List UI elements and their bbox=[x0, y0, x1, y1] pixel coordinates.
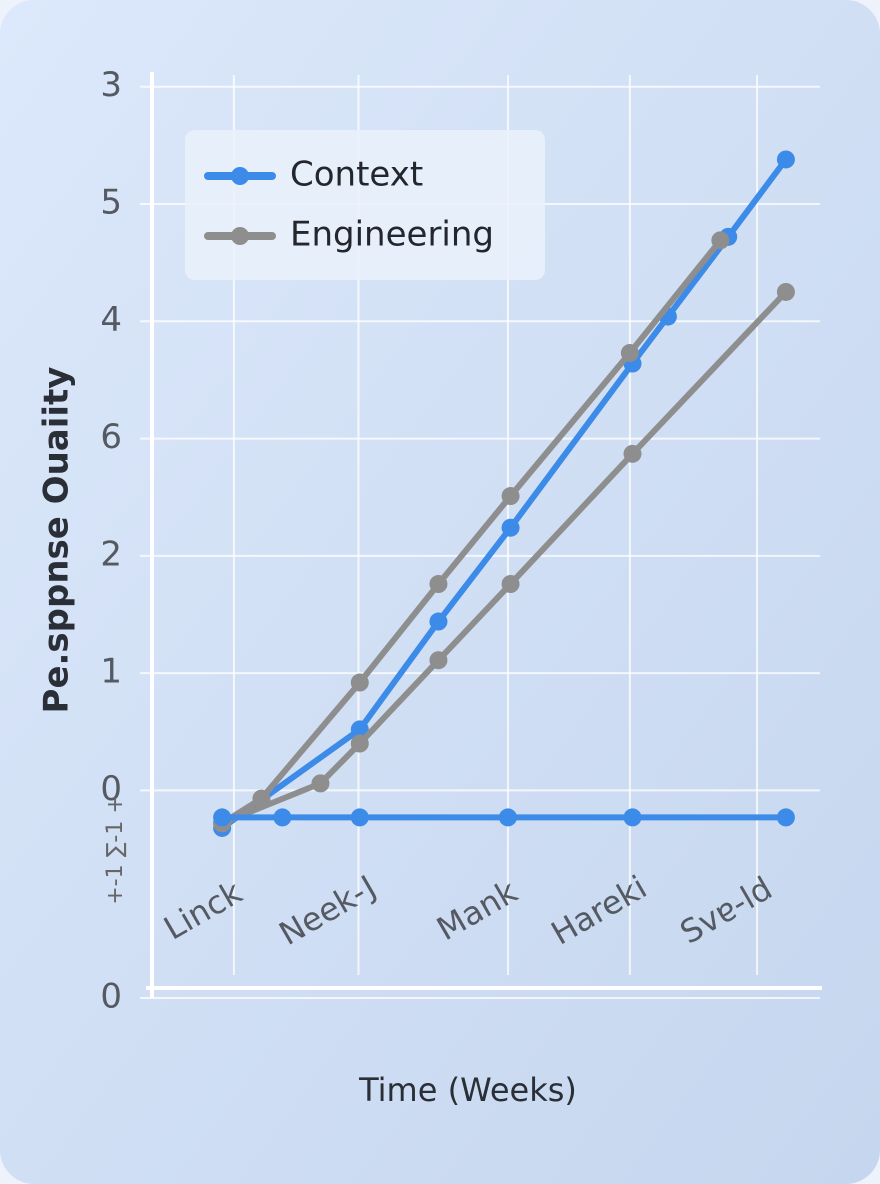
point bbox=[350, 808, 369, 827]
point bbox=[501, 518, 520, 537]
legend-marker bbox=[231, 227, 249, 245]
y-tick-label: 3 bbox=[100, 65, 122, 105]
point bbox=[501, 487, 520, 506]
point bbox=[311, 774, 330, 793]
y-tick-label: 5 bbox=[100, 183, 122, 223]
y-tick-label: 1 bbox=[100, 652, 122, 692]
legend-label: Engineering bbox=[290, 215, 494, 255]
legend-entries: Context Engineering bbox=[204, 155, 494, 255]
point bbox=[711, 231, 730, 250]
annotation: +-1 ∑-1 + bbox=[103, 795, 128, 905]
legend-marker bbox=[231, 167, 249, 185]
point bbox=[501, 574, 520, 593]
point bbox=[429, 612, 448, 631]
x-axis-label: Time (Weeks) bbox=[358, 1071, 577, 1109]
point bbox=[620, 343, 639, 362]
y-tick-label: 6 bbox=[100, 417, 122, 457]
point bbox=[429, 651, 448, 670]
point bbox=[776, 282, 795, 301]
point bbox=[213, 808, 232, 827]
point bbox=[273, 808, 292, 827]
point bbox=[498, 808, 517, 827]
y-tick-label: 0 bbox=[100, 769, 122, 809]
y-tick-label: 2 bbox=[100, 534, 122, 574]
point bbox=[350, 734, 369, 753]
point bbox=[776, 808, 795, 827]
y-tick-label: 4 bbox=[100, 300, 122, 340]
point bbox=[429, 574, 448, 593]
point bbox=[623, 808, 642, 827]
legend bbox=[185, 130, 545, 280]
point bbox=[350, 673, 369, 692]
y-tick-label: 0 bbox=[100, 977, 122, 1017]
point bbox=[623, 444, 642, 463]
lines bbox=[213, 150, 795, 837]
y-axis-label: Pe.sppnse Ouaiity bbox=[37, 367, 77, 714]
point bbox=[776, 150, 795, 169]
point bbox=[350, 720, 369, 739]
legend-label: Context bbox=[290, 155, 423, 195]
series-line bbox=[219, 156, 789, 831]
